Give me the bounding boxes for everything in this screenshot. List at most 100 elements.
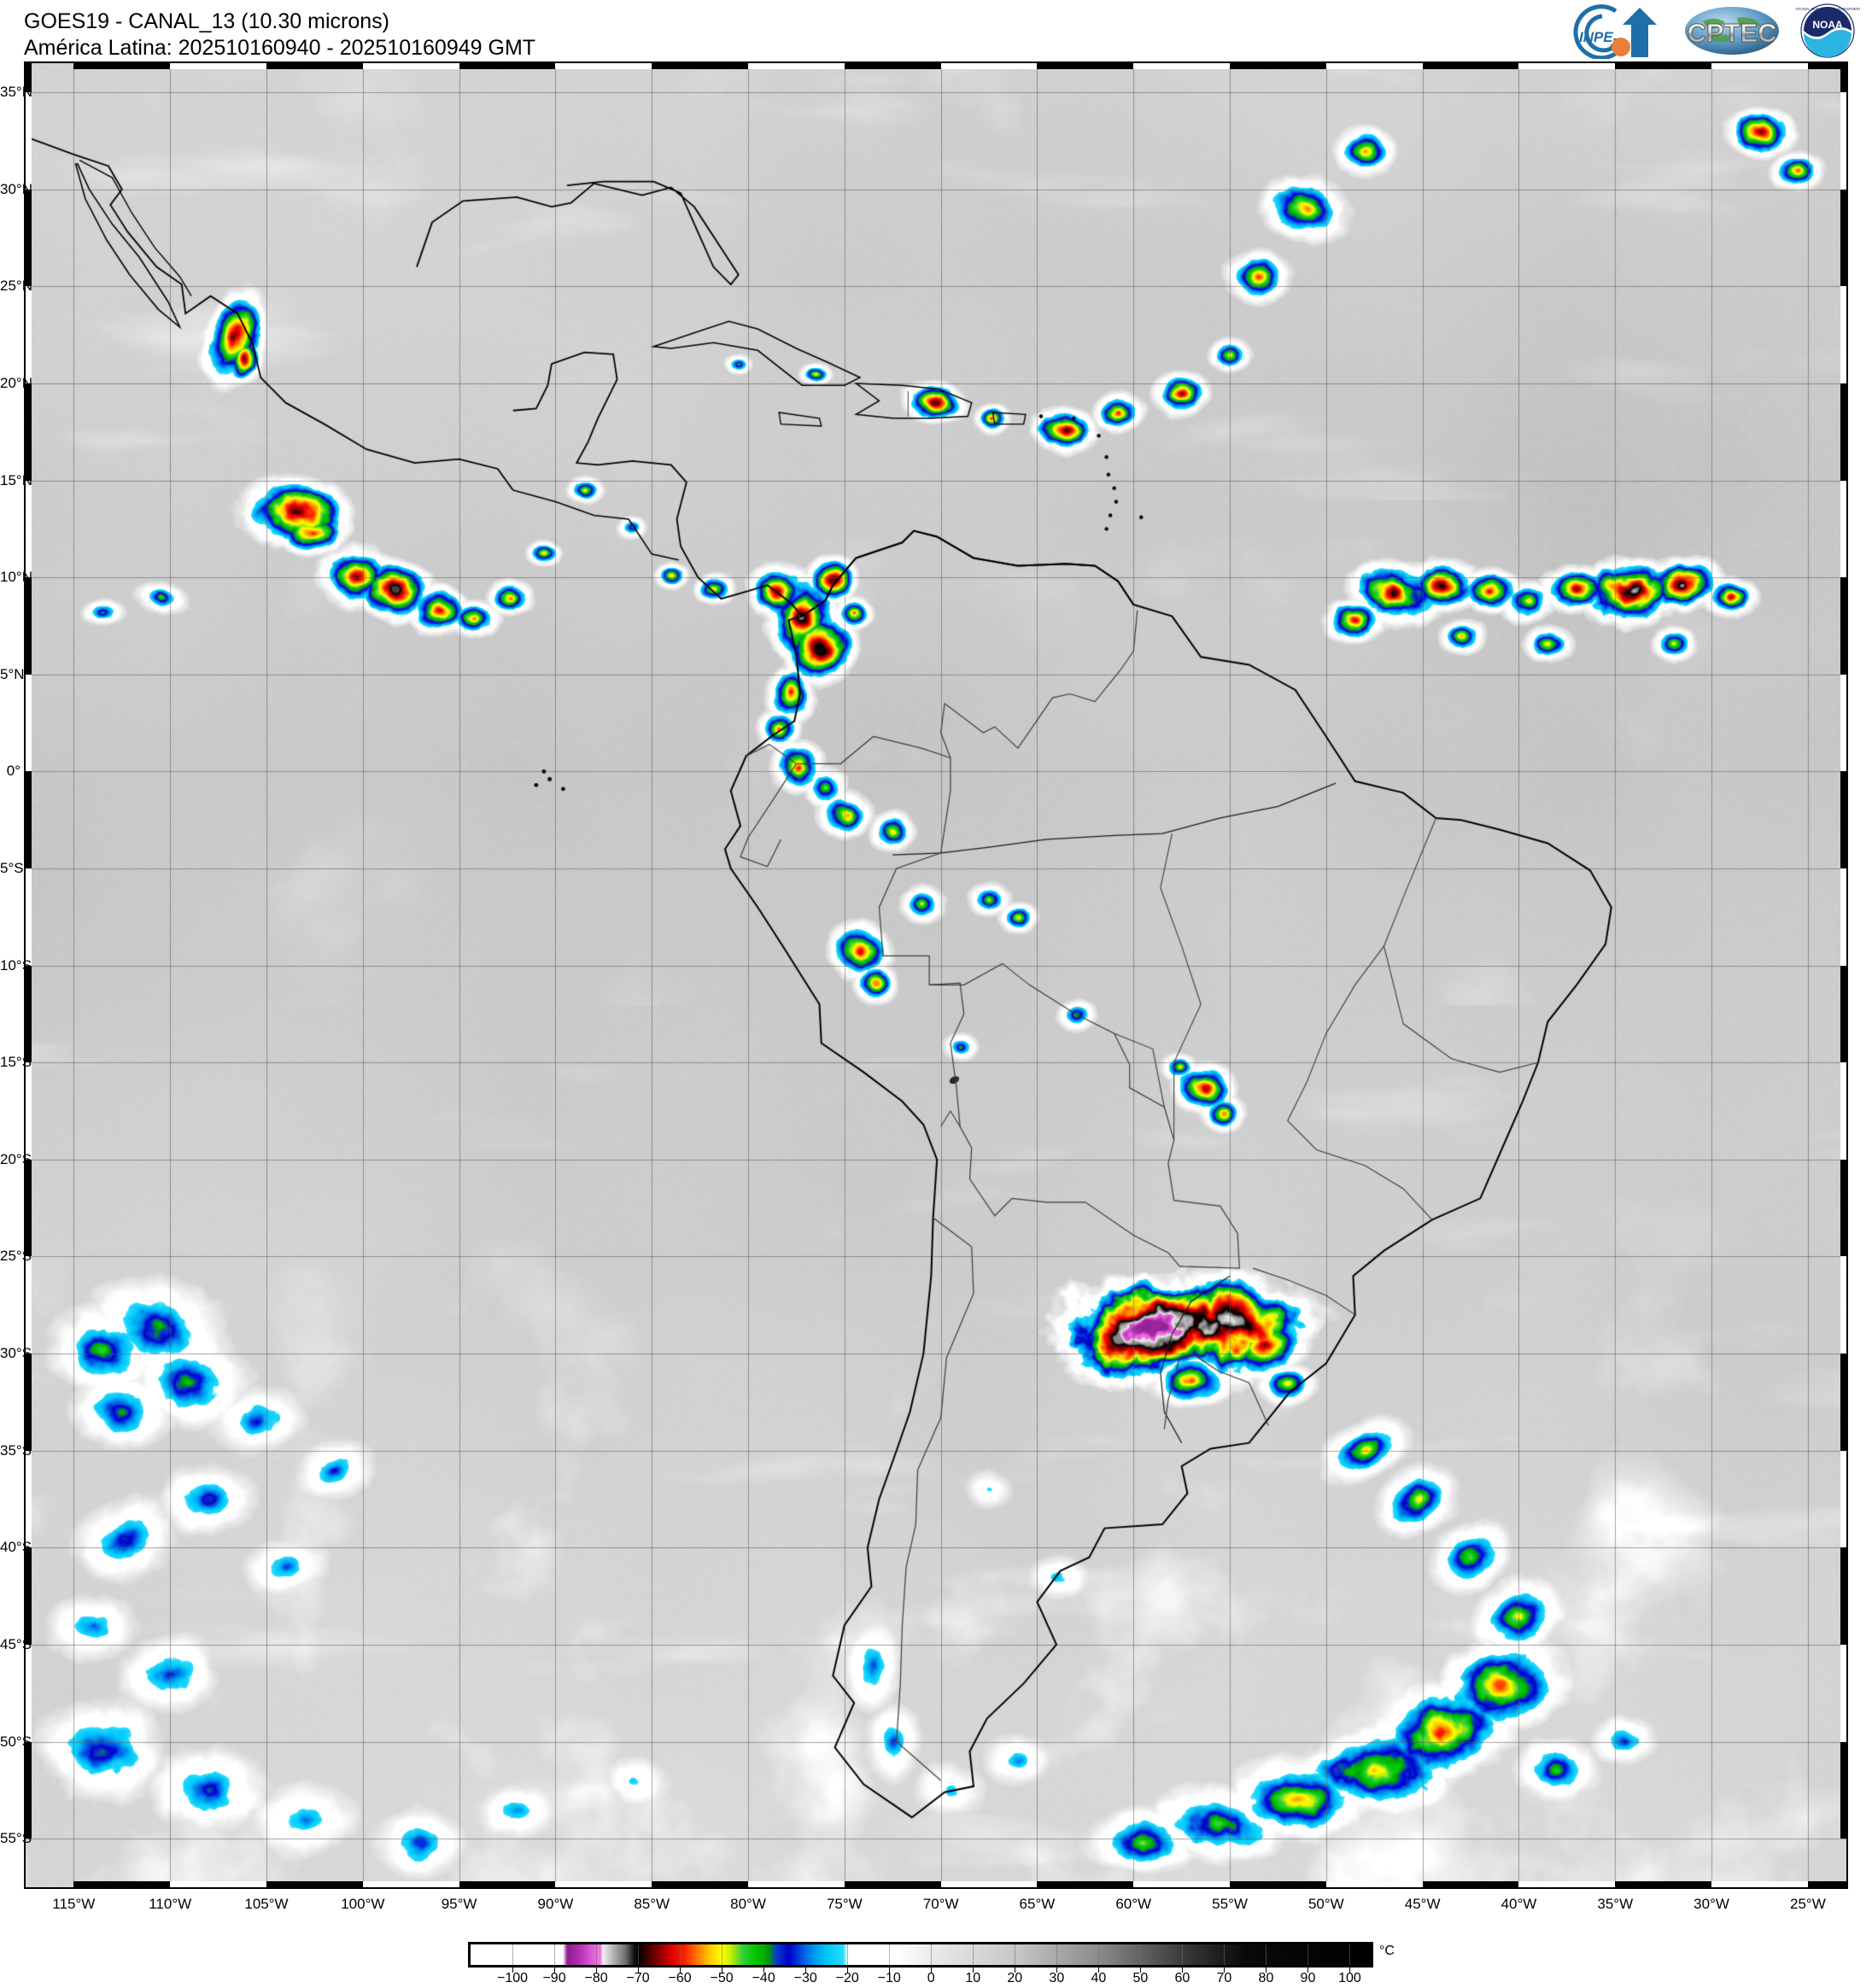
axis-tick-band (1230, 63, 1326, 69)
axis-tick-band (652, 1881, 749, 1887)
longitude-tick-label: 60°W (1115, 1896, 1152, 1912)
axis-tick-band (26, 92, 32, 190)
axis-tick-band (844, 1881, 941, 1887)
colorbar-inner-line (638, 1944, 640, 1965)
longitude-tick-label: 35°W (1597, 1896, 1634, 1912)
colorbar-tick (596, 1968, 598, 1973)
axis-tick-band (26, 1547, 32, 1645)
longitude-tick-label: 100°W (341, 1896, 385, 1912)
latitude-tick-label: 15°S (0, 1054, 32, 1071)
colorbar-tick-label: −100 (496, 1971, 529, 1985)
axis-tick-band (266, 63, 363, 69)
axis-tick-band (652, 63, 749, 69)
colorbar-tick (1224, 1968, 1226, 1973)
colorbar-tick (1266, 1968, 1267, 1973)
colorbar-tick (554, 1968, 556, 1973)
colorbar-tick-label: 10 (965, 1971, 981, 1985)
colorbar-inner-line (889, 1944, 891, 1965)
colorbar-inner-line (1224, 1944, 1226, 1965)
axis-tick-band (73, 63, 171, 69)
latitude-tick-label: 40°S (0, 1539, 32, 1556)
axis-tick-band (1840, 1159, 1846, 1257)
colorbar-tick (931, 1968, 933, 1973)
latitude-tick-label: 55°S (0, 1830, 32, 1847)
axis-tick-band (1230, 1881, 1326, 1887)
colorbar-tick-label: 0 (927, 1971, 935, 1985)
colorbar-tick (889, 1968, 891, 1973)
colorbar-inner-line (1056, 1944, 1058, 1965)
colorbar-gradient (471, 1944, 1371, 1965)
latitude-tick-label: 10°N (0, 569, 32, 586)
latitude-tick-label: 10°S (0, 956, 32, 974)
axis-tick-band (1840, 1644, 1846, 1742)
axis-tick-band (26, 63, 32, 93)
axis-tick-band (1840, 1547, 1846, 1645)
axis-tick-band (1840, 1062, 1846, 1160)
longitude-tick-label: 75°W (826, 1896, 863, 1912)
colorbar-tick (1140, 1968, 1142, 1973)
axis-tick-band (26, 965, 32, 1063)
axis-tick-band (1840, 1354, 1846, 1451)
longitude-tick-label: 45°W (1404, 1896, 1441, 1912)
colorbar-inner-line (1349, 1944, 1351, 1965)
latitude-tick-label: 5°N (0, 665, 25, 682)
satellite-map[interactable] (24, 61, 1848, 1889)
axis-tick-band (1037, 63, 1134, 69)
inpe-logo-text: INPE (1579, 29, 1613, 45)
axis-tick-band (1840, 577, 1846, 675)
colorbar-tick-label: −40 (752, 1971, 775, 1985)
satellite-image-canvas (26, 63, 1846, 1887)
axis-tick-band (555, 1881, 652, 1887)
colorbar-inner-line (1307, 1944, 1309, 1965)
colorbar-inner-line (512, 1944, 514, 1965)
colorbar-inner-line (763, 1944, 765, 1965)
colorbar-inner-line (680, 1944, 682, 1965)
colorbar-inner-line (847, 1944, 849, 1965)
latitude-tick-label: 50°S (0, 1733, 32, 1750)
axis-tick-band (1840, 1741, 1846, 1839)
axis-tick-band (170, 1881, 266, 1887)
colorbar-inner-line (1266, 1944, 1267, 1965)
axis-tick-band (362, 1881, 459, 1887)
colorbar-inner-line (805, 1944, 807, 1965)
colorbar-tick (1307, 1968, 1309, 1973)
page-title: GOES19 - CANAL_13 (10.30 microns) Améric… (24, 9, 535, 61)
axis-tick-band (1615, 1881, 1712, 1887)
colorbar-tick-label: −20 (835, 1971, 859, 1985)
latitude-tick-label: 30°S (0, 1345, 32, 1362)
axis-tick-band (170, 63, 266, 69)
axis-tick-band (1518, 63, 1616, 69)
longitude-tick-label: 50°W (1307, 1896, 1344, 1912)
colorbar-tick-label: −10 (877, 1971, 901, 1985)
axis-tick-band (748, 1881, 845, 1887)
colorbar-tick (1056, 1968, 1058, 1973)
axis-tick-band (1840, 63, 1846, 93)
axis-tick-band (26, 771, 32, 868)
axis-tick-band (362, 63, 459, 69)
axis-tick-band (748, 63, 845, 69)
colorbar-tick (1182, 1968, 1184, 1973)
axis-tick-band (26, 1354, 32, 1451)
axis-tick-band (1711, 1881, 1808, 1887)
cptec-logo-text: CPTEC (1687, 18, 1776, 48)
cptec-logo: CPTEC (1681, 3, 1783, 59)
colorbar-unit-label: °C (1379, 1944, 1395, 1958)
axis-tick-band (940, 1881, 1038, 1887)
longitude-tick-label: 70°W (922, 1896, 959, 1912)
axis-tick-band (26, 1256, 32, 1354)
axis-tick-band (26, 577, 32, 675)
latitude-tick-label: 5°S (0, 860, 24, 877)
axis-tick-band (1840, 189, 1846, 287)
colorbar-tick-label: 20 (1007, 1971, 1023, 1985)
latitude-tick-label: 35°N (0, 84, 32, 101)
axis-tick-band (26, 383, 32, 481)
axis-tick-band (266, 1881, 363, 1887)
colorbar-tick-label: 40 (1091, 1971, 1107, 1985)
axis-tick-band (1840, 92, 1846, 190)
longitude-tick-label: 65°W (1019, 1896, 1056, 1912)
axis-tick-band (1840, 771, 1846, 868)
colorbar-inner-line (596, 1944, 598, 1965)
colorbar-tick (1349, 1968, 1351, 1973)
title-line-2: América Latina: 202510160940 - 202510160… (24, 36, 536, 60)
axis-tick-band (1711, 63, 1808, 69)
